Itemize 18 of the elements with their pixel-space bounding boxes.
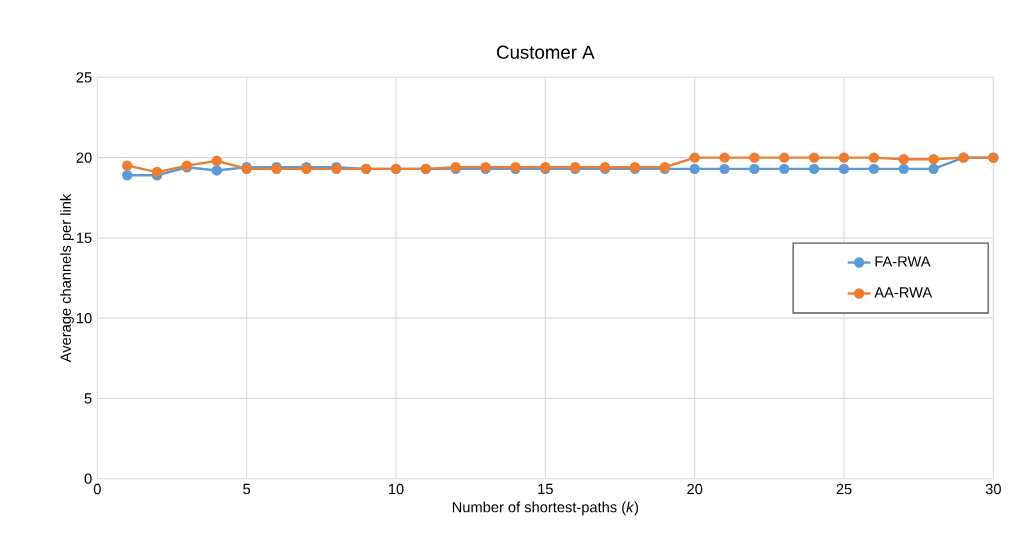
y-tick-label: 0 [84, 473, 92, 485]
legend-label: FA-RWA [875, 256, 931, 267]
x-tick-label: 30 [985, 484, 1001, 495]
x-tick-label: 25 [836, 484, 852, 495]
legend-label: AA-RWA [874, 287, 933, 298]
y-tick-label: 25 [76, 72, 92, 83]
x-tick-label: 15 [538, 484, 553, 495]
y-tick-label: 15 [76, 232, 92, 244]
x-tick-label: 5 [243, 484, 251, 495]
chart-title: Customer A [497, 45, 595, 60]
y-tick-label: 10 [76, 313, 92, 324]
y-tick-label: 5 [84, 393, 92, 404]
y-tick-label: 20 [76, 152, 92, 163]
x-tick-label: 10 [388, 484, 404, 495]
x-tick-label: 20 [687, 484, 703, 495]
y-axis-title: Average channels per link [60, 193, 74, 363]
x-axis-title: Number of shortest-paths (k) [452, 501, 639, 516]
x-tick-label: 0 [93, 484, 101, 495]
